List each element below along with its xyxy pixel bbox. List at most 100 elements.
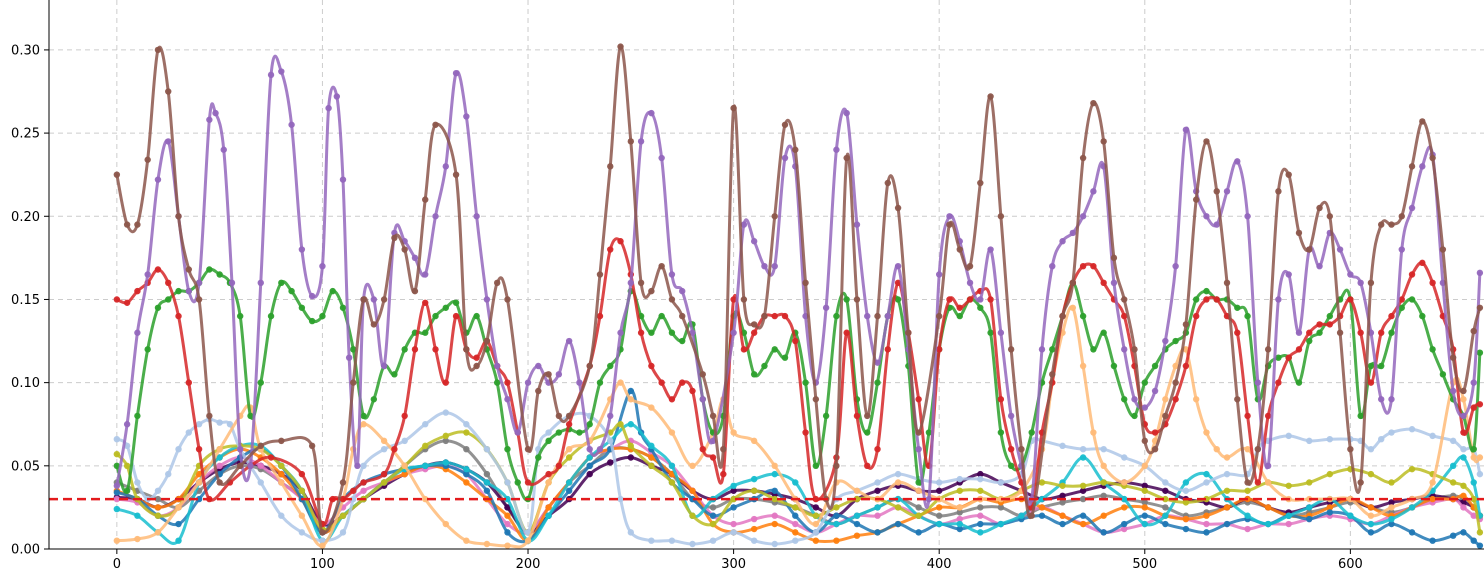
data-point [956, 525, 963, 533]
data-point [144, 156, 151, 163]
data-point [463, 445, 470, 453]
data-point [370, 296, 378, 303]
data-point [935, 312, 943, 320]
data-point [175, 213, 182, 220]
data-point [1367, 512, 1375, 519]
data-point [380, 296, 388, 303]
data-point [1306, 437, 1313, 445]
data-point [1476, 454, 1484, 461]
data-point [1357, 412, 1364, 420]
data-point [1151, 429, 1159, 436]
data-point [750, 238, 758, 245]
data-point [1408, 504, 1416, 511]
data-point [514, 429, 521, 436]
data-point [1100, 329, 1107, 336]
data-point [853, 412, 861, 420]
data-point [354, 462, 361, 470]
data-point [946, 296, 953, 303]
data-point [422, 462, 429, 470]
data-point [689, 487, 696, 494]
data-point [391, 371, 398, 378]
data-point [1388, 429, 1395, 436]
data-point [1203, 296, 1210, 303]
data-point [833, 512, 840, 519]
data-point [1203, 512, 1210, 519]
data-point [1367, 445, 1375, 453]
data-point [422, 421, 429, 428]
x-tick-label: 400 [927, 557, 952, 572]
data-point [1018, 512, 1025, 519]
data-point [1388, 515, 1395, 523]
data-point [555, 462, 563, 470]
data-point [586, 362, 593, 370]
data-point [1244, 445, 1251, 453]
data-point [781, 354, 789, 361]
data-point [874, 479, 881, 486]
data-point [771, 470, 778, 478]
data-point [401, 437, 408, 445]
data-point [1275, 379, 1282, 386]
data-point [812, 520, 820, 528]
data-point [134, 479, 141, 486]
data-point [504, 396, 511, 403]
data-point [339, 479, 347, 486]
data-point [1316, 321, 1323, 328]
data-point [1476, 349, 1484, 356]
series-line [115, 45, 1482, 535]
data-point [504, 504, 511, 511]
data-point [812, 512, 820, 519]
data-point [1079, 362, 1087, 370]
data-point [1429, 346, 1436, 353]
data-point [576, 379, 583, 386]
data-point [894, 495, 902, 503]
data-point [1223, 279, 1231, 287]
data-point [1419, 312, 1426, 320]
data-point [565, 412, 573, 420]
data-point [874, 512, 881, 519]
data-point [380, 479, 388, 486]
data-point [1213, 221, 1220, 228]
data-point [771, 462, 778, 470]
data-point [113, 505, 121, 513]
data-point [1182, 525, 1190, 533]
series-3 [113, 237, 1484, 528]
data-point [956, 312, 963, 320]
data-point [216, 419, 223, 426]
data-point [997, 479, 1005, 486]
data-point [1347, 512, 1354, 519]
data-point [699, 445, 706, 453]
data-point [175, 312, 182, 320]
data-point [956, 475, 963, 483]
data-point [345, 354, 353, 361]
data-point [422, 442, 429, 450]
data-point [771, 487, 778, 494]
data-point [565, 487, 573, 494]
data-point [545, 512, 552, 519]
data-point [1347, 296, 1354, 303]
x-tick-label: 300 [721, 557, 746, 572]
data-point [504, 512, 511, 519]
data-point [1285, 432, 1292, 440]
data-point [1244, 412, 1251, 420]
data-point [185, 429, 192, 436]
data-point [1151, 387, 1159, 395]
data-point [792, 479, 799, 486]
data-point [997, 495, 1005, 503]
data-point [1079, 445, 1087, 453]
data-point [1470, 512, 1477, 519]
data-point [1079, 312, 1087, 320]
data-point [195, 279, 203, 287]
data-point [350, 495, 357, 503]
data-point [1336, 329, 1344, 336]
data-point [607, 163, 614, 170]
data-point [339, 176, 347, 183]
data-point [1419, 259, 1426, 267]
data-point [668, 396, 676, 403]
data-point [1244, 487, 1251, 494]
data-point [134, 412, 141, 420]
data-point [1203, 213, 1210, 220]
data-point [1367, 470, 1375, 478]
data-point [627, 421, 635, 428]
data-point [535, 362, 542, 370]
